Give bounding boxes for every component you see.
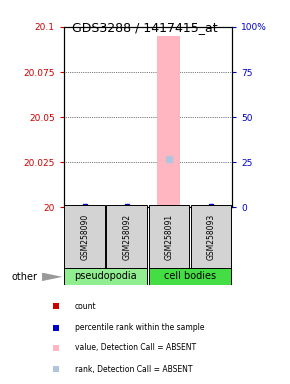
Text: pseudopodia: pseudopodia xyxy=(75,271,137,281)
Text: GSM258093: GSM258093 xyxy=(206,214,215,260)
Bar xyxy=(157,36,180,207)
Bar xyxy=(148,205,189,269)
Bar xyxy=(106,205,147,269)
Bar xyxy=(191,205,231,269)
Bar xyxy=(64,268,147,285)
Text: cell bodies: cell bodies xyxy=(164,271,216,281)
Text: GDS3288 / 1417415_at: GDS3288 / 1417415_at xyxy=(72,21,218,34)
Text: GSM258090: GSM258090 xyxy=(80,214,89,260)
Text: percentile rank within the sample: percentile rank within the sample xyxy=(75,323,204,332)
Bar xyxy=(64,205,105,269)
Text: GSM258092: GSM258092 xyxy=(122,214,131,260)
Bar xyxy=(148,268,231,285)
Text: other: other xyxy=(12,272,38,282)
Text: count: count xyxy=(75,302,97,311)
Polygon shape xyxy=(42,273,62,281)
Text: value, Detection Call = ABSENT: value, Detection Call = ABSENT xyxy=(75,343,196,353)
Text: rank, Detection Call = ABSENT: rank, Detection Call = ABSENT xyxy=(75,364,193,374)
Text: GSM258091: GSM258091 xyxy=(164,214,173,260)
